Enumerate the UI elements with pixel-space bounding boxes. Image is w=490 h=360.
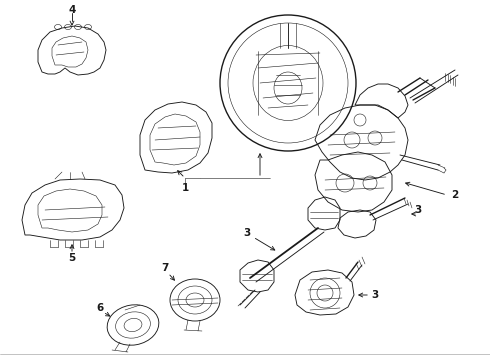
Text: 4: 4 <box>68 5 75 15</box>
Text: 2: 2 <box>451 190 459 200</box>
Text: 6: 6 <box>97 303 103 313</box>
Text: 3: 3 <box>415 205 421 215</box>
Text: 7: 7 <box>161 263 169 273</box>
Text: 5: 5 <box>69 253 75 263</box>
Text: 1: 1 <box>181 183 189 193</box>
Text: 3: 3 <box>244 228 250 238</box>
Text: 3: 3 <box>371 290 379 300</box>
